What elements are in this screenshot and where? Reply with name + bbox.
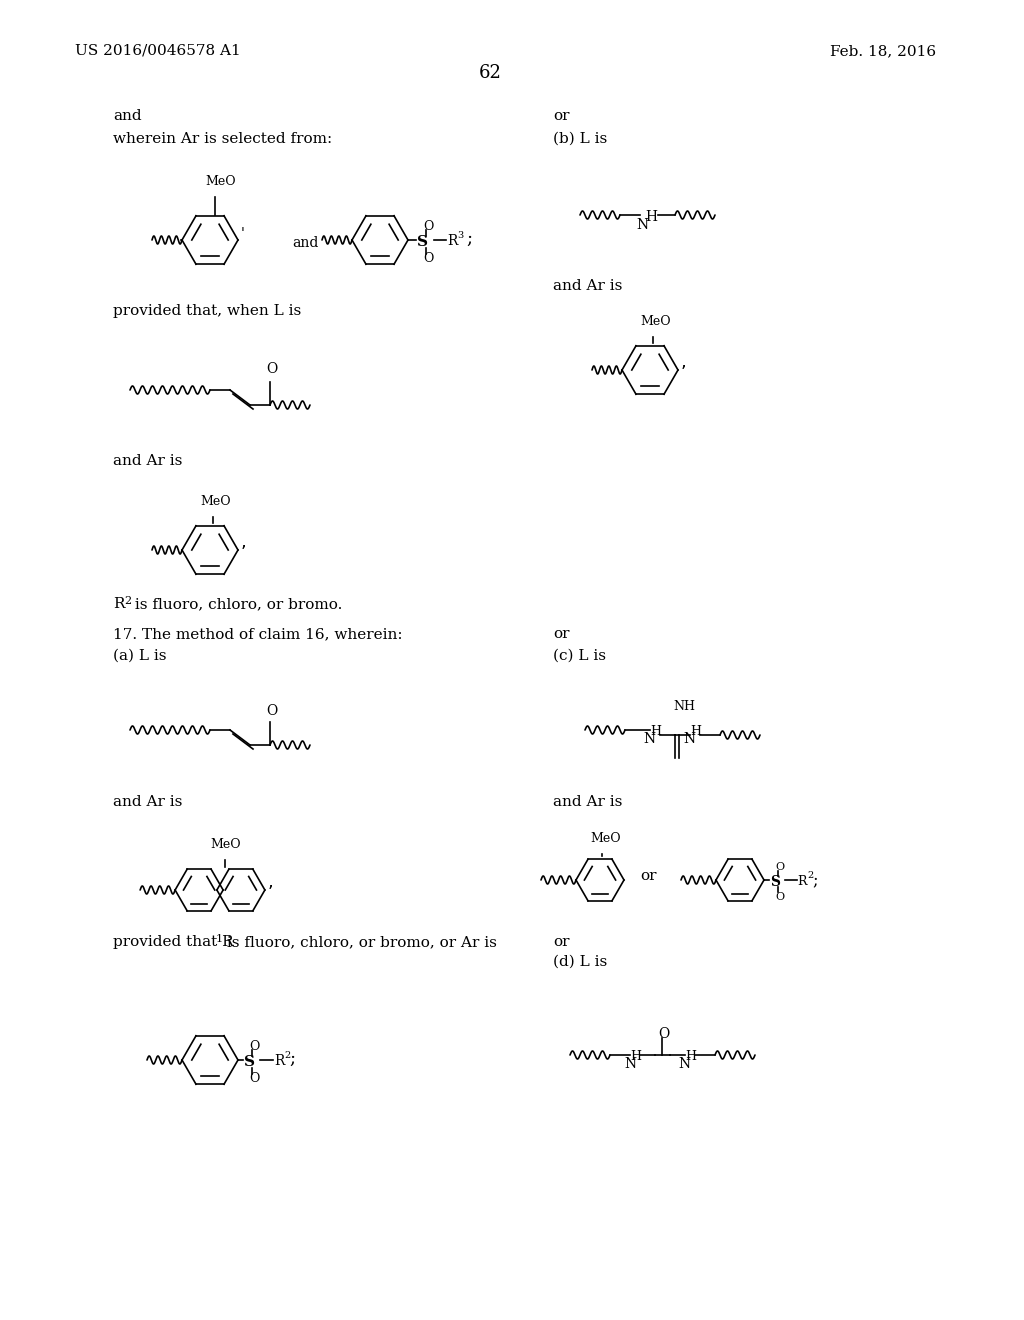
Text: 2: 2 bbox=[124, 597, 131, 606]
Text: (a) L is: (a) L is bbox=[113, 649, 167, 663]
Text: (c) L is: (c) L is bbox=[553, 649, 606, 663]
Text: O: O bbox=[249, 1072, 259, 1085]
Text: O: O bbox=[423, 252, 433, 265]
Text: ,: , bbox=[681, 352, 687, 371]
Text: O: O bbox=[775, 892, 784, 902]
Text: and: and bbox=[292, 236, 318, 249]
Text: S: S bbox=[770, 875, 780, 888]
Text: S: S bbox=[244, 1055, 255, 1069]
Text: ;: ; bbox=[812, 871, 817, 888]
Text: O: O bbox=[266, 704, 278, 718]
Text: and Ar is: and Ar is bbox=[553, 795, 623, 809]
Text: N: N bbox=[678, 1057, 690, 1071]
Text: or: or bbox=[553, 627, 569, 642]
Text: 1: 1 bbox=[216, 935, 223, 944]
Text: is fluoro, chloro, or bromo.: is fluoro, chloro, or bromo. bbox=[130, 597, 342, 611]
Text: and Ar is: and Ar is bbox=[553, 279, 623, 293]
Text: MeO: MeO bbox=[640, 315, 671, 327]
Text: O: O bbox=[775, 862, 784, 873]
Text: and Ar is: and Ar is bbox=[113, 454, 182, 469]
Text: O: O bbox=[658, 1027, 670, 1041]
Text: ': ' bbox=[241, 226, 245, 240]
Text: H: H bbox=[685, 1049, 696, 1063]
Text: O: O bbox=[249, 1040, 259, 1053]
Text: H: H bbox=[650, 725, 662, 738]
Text: (b) L is: (b) L is bbox=[553, 132, 607, 147]
Text: N: N bbox=[624, 1057, 636, 1071]
Text: 17. The method of claim 16, wherein:: 17. The method of claim 16, wherein: bbox=[113, 627, 402, 642]
Text: O: O bbox=[423, 220, 433, 234]
Text: 62: 62 bbox=[478, 63, 502, 82]
Text: or: or bbox=[553, 935, 569, 949]
Text: ,: , bbox=[241, 533, 247, 550]
Text: or: or bbox=[553, 110, 569, 123]
Text: and: and bbox=[113, 110, 141, 123]
Text: (d) L is: (d) L is bbox=[553, 954, 607, 969]
Text: or: or bbox=[640, 869, 656, 883]
Text: R: R bbox=[447, 234, 458, 248]
Text: MeO: MeO bbox=[590, 832, 621, 845]
Text: is fluoro, chloro, or bromo, or Ar is: is fluoro, chloro, or bromo, or Ar is bbox=[222, 935, 497, 949]
Text: NH: NH bbox=[673, 700, 695, 713]
Text: H: H bbox=[690, 725, 701, 738]
Text: MeO: MeO bbox=[200, 495, 230, 508]
Text: Feb. 18, 2016: Feb. 18, 2016 bbox=[830, 44, 936, 58]
Text: 3: 3 bbox=[457, 231, 463, 240]
Text: 2: 2 bbox=[284, 1051, 290, 1060]
Text: H: H bbox=[645, 210, 657, 224]
Text: wherein Ar is selected from:: wherein Ar is selected from: bbox=[113, 132, 332, 147]
Text: N: N bbox=[643, 733, 655, 746]
Text: S: S bbox=[417, 235, 428, 249]
Text: O: O bbox=[266, 362, 278, 376]
Text: provided that R: provided that R bbox=[113, 935, 233, 949]
Text: R: R bbox=[274, 1053, 285, 1068]
Text: and Ar is: and Ar is bbox=[113, 795, 182, 809]
Text: 2: 2 bbox=[807, 871, 813, 880]
Text: H: H bbox=[630, 1049, 641, 1063]
Text: N: N bbox=[636, 218, 648, 232]
Text: ,: , bbox=[268, 873, 273, 891]
Text: MeO: MeO bbox=[210, 838, 241, 851]
Text: provided that, when L is: provided that, when L is bbox=[113, 304, 301, 318]
Text: US 2016/0046578 A1: US 2016/0046578 A1 bbox=[75, 44, 241, 58]
Text: R: R bbox=[797, 875, 807, 888]
Text: MeO: MeO bbox=[205, 176, 236, 187]
Text: N: N bbox=[683, 733, 695, 746]
Text: ;: ; bbox=[289, 1049, 295, 1068]
Text: R: R bbox=[113, 597, 125, 611]
Text: ;: ; bbox=[466, 230, 472, 248]
